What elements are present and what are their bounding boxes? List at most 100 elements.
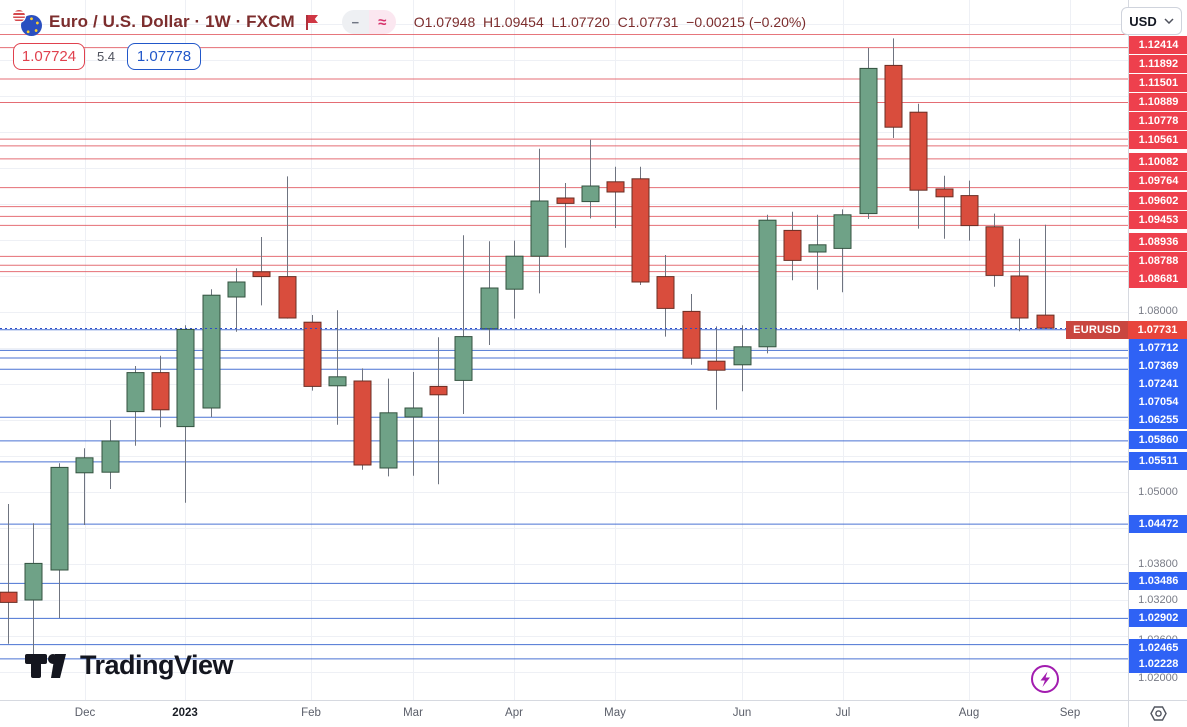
price-axis-tick: 1.05000 <box>1138 486 1178 498</box>
resistance-price-label[interactable]: 1.08788 <box>1129 252 1187 270</box>
time-axis-month-label: Sep <box>1059 707 1081 719</box>
resistance-price-label[interactable]: 1.08936 <box>1129 233 1187 251</box>
candle-down <box>909 111 928 191</box>
resistance-price-label[interactable]: 1.10561 <box>1129 131 1187 149</box>
support-price-label[interactable]: 1.05511 <box>1129 452 1187 470</box>
watermark-text: TradingView <box>80 650 234 680</box>
resistance-price-label[interactable]: 1.12414 <box>1129 36 1187 54</box>
resistance-price-label[interactable]: 1.10778 <box>1129 112 1187 130</box>
resistance-price-label[interactable]: 1.09602 <box>1129 192 1187 210</box>
time-axis-month-label: Jun <box>732 707 752 719</box>
candle-up <box>379 412 398 469</box>
candle-up <box>202 294 221 409</box>
support-price-label[interactable]: 1.02465 <box>1129 639 1187 657</box>
candle-up <box>50 466 69 571</box>
candle-down <box>303 321 322 387</box>
candle-down <box>429 385 448 396</box>
candle-down <box>278 276 297 319</box>
candle-down <box>935 188 954 198</box>
support-price-label[interactable]: 1.07241 <box>1129 375 1187 393</box>
time-axis-month-label: May <box>604 707 626 719</box>
chevron-down-icon <box>1164 18 1174 24</box>
support-price-label[interactable]: 1.07712 <box>1129 339 1187 357</box>
candle-up <box>176 328 195 428</box>
candle-down <box>960 195 979 227</box>
resistance-price-label[interactable]: 1.09764 <box>1129 172 1187 190</box>
flag-symbol-button[interactable] <box>305 14 320 31</box>
resistance-price-label[interactable]: 1.10889 <box>1129 93 1187 111</box>
resistance-price-label[interactable]: 1.09453 <box>1129 211 1187 229</box>
axis-corner[interactable] <box>1128 700 1187 727</box>
candle-down <box>985 226 1004 276</box>
time-axis-month-label: Aug <box>958 707 980 719</box>
tradingview-watermark: TradingView <box>24 650 234 681</box>
tradingview-logo-icon <box>25 653 66 678</box>
time-axis-month-label: Feb <box>301 707 321 719</box>
price-axis-tick: 1.03800 <box>1138 558 1178 570</box>
support-price-label[interactable]: 1.04472 <box>1129 515 1187 533</box>
sell-price-button[interactable]: 1.07724 <box>13 42 85 70</box>
trade-quote-row: 1.07724 5.4 1.07778 <box>13 42 201 70</box>
quick-trade-button[interactable] <box>1028 662 1062 696</box>
candle-up <box>859 67 878 215</box>
candle-up <box>24 562 43 601</box>
candle-down <box>353 380 372 466</box>
resistance-price-label[interactable]: 1.08681 <box>1129 270 1187 288</box>
eurusd-pair-icon[interactable] <box>12 8 42 36</box>
last-price-label: 1.07731 <box>1128 321 1187 339</box>
support-price-label[interactable]: 1.02228 <box>1129 655 1187 673</box>
time-axis-month-label: Apr <box>505 707 523 719</box>
candle-down <box>656 276 675 309</box>
support-price-label[interactable]: 1.07369 <box>1129 357 1187 375</box>
price-axis-tick: 1.03200 <box>1138 594 1178 606</box>
candle-up <box>480 287 499 330</box>
last-price-row: EURUSD 1.07731 <box>1066 321 1187 339</box>
candle-down <box>556 197 575 204</box>
currency-label: USD <box>1129 13 1157 29</box>
candle-down <box>707 360 726 371</box>
flag-icon <box>305 14 318 30</box>
support-price-label[interactable]: 1.05860 <box>1129 431 1187 449</box>
candle-down <box>0 591 18 603</box>
time-axis-month-label: Jul <box>835 707 851 719</box>
time-axis-year-label: 2023 <box>172 707 198 719</box>
resistance-price-label[interactable]: 1.10082 <box>1129 153 1187 171</box>
support-price-label[interactable]: 1.06255 <box>1129 411 1187 429</box>
chart-canvas[interactable] <box>0 0 1128 700</box>
candle-up <box>328 376 347 387</box>
support-price-label[interactable]: 1.03486 <box>1129 572 1187 590</box>
candle-down <box>252 271 271 278</box>
support-price-label[interactable]: 1.07054 <box>1129 393 1187 411</box>
resistance-price-label[interactable]: 1.11501 <box>1129 74 1187 92</box>
candle-up <box>404 407 423 418</box>
candle-up <box>833 214 852 249</box>
price-axis-tick: 1.02000 <box>1138 672 1178 684</box>
legend-toggle-group: − ≈ <box>341 10 396 34</box>
resistance-price-label[interactable]: 1.11892 <box>1129 55 1187 73</box>
candle-up <box>505 255 524 290</box>
lightning-icon <box>1031 665 1059 693</box>
candle-up <box>101 440 120 473</box>
support-price-label[interactable]: 1.02902 <box>1129 609 1187 627</box>
candle-down <box>606 181 625 193</box>
spread-value: 5.4 <box>96 48 116 64</box>
symbol-badge: EURUSD <box>1066 321 1128 339</box>
candle-up <box>530 200 549 257</box>
symbol-title[interactable]: Euro / U.S. Dollar · 1W · FXCM <box>49 12 295 31</box>
approx-values-button[interactable]: ≈ <box>368 10 396 34</box>
candle-down <box>682 310 701 359</box>
candle-up <box>454 336 473 381</box>
candle-up <box>808 244 827 253</box>
minimize-legend-button[interactable]: − <box>341 10 369 34</box>
eu-flag-circle <box>21 14 42 36</box>
buy-price-button[interactable]: 1.07778 <box>127 42 201 70</box>
currency-selector-button[interactable]: USD <box>1121 7 1182 35</box>
ohlc-values: O1.07948 H1.09454 L1.07720 C1.07731 −0.0… <box>413 14 807 30</box>
time-axis-month-label: Dec <box>74 707 96 719</box>
time-axis[interactable]: Dec 2023 Feb Mar Apr May Jun Jul Aug Sep <box>0 700 1187 727</box>
us-flag-circle <box>12 8 26 23</box>
price-axis[interactable]: 1.080001.050001.038001.032001.026001.020… <box>1128 0 1187 700</box>
candle-up <box>126 372 145 413</box>
time-axis-month-label: Mar <box>403 707 423 719</box>
